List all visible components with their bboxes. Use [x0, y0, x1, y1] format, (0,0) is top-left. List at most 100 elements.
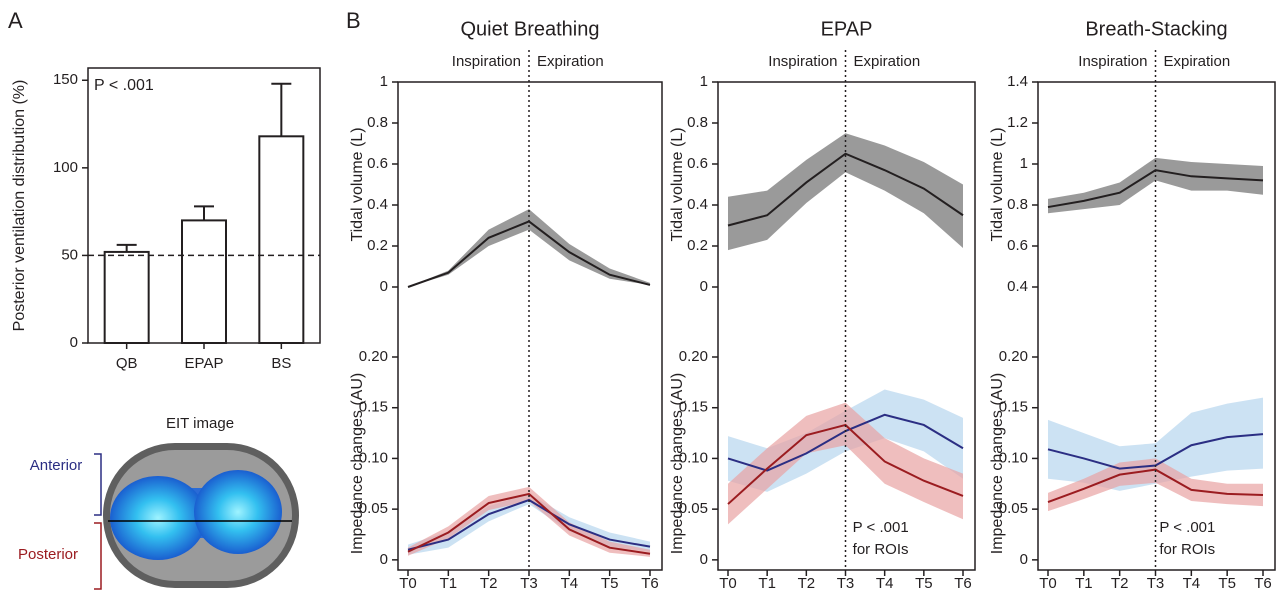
x-tick-label: T0: [399, 575, 417, 592]
phase-label: Expiration: [854, 53, 921, 70]
y-tick-label: 0.8: [687, 114, 708, 131]
panel-title: EPAP: [821, 18, 873, 40]
annotation: for ROIs: [853, 541, 909, 558]
y-axis-label: Tidal volume (L): [989, 127, 1006, 241]
panel-label: A: [8, 8, 23, 33]
y-tick-label: 0.05: [999, 500, 1028, 517]
panel-title: Breath-Stacking: [1085, 18, 1227, 40]
y-tick-label: 0.20: [359, 348, 388, 365]
y-tick-label: 0.6: [367, 155, 388, 172]
y-axis-label: Tidal volume (L): [349, 127, 366, 241]
lung-left: [110, 476, 206, 560]
y-tick-label: 0: [700, 278, 708, 295]
y-axis-label: Posterior ventilation distribution (%): [11, 80, 28, 332]
plot-frame: [1037, 81, 1276, 571]
x-tick-label: T4: [876, 575, 894, 592]
x-tick-label: T5: [915, 575, 933, 592]
y-tick-label: 0.8: [367, 114, 388, 131]
phase-label: Inspiration: [1078, 53, 1147, 70]
y-tick-label: 0.4: [367, 196, 388, 213]
y-tick-label: 0.15: [679, 399, 708, 416]
band: [1048, 458, 1263, 512]
eit-title: EIT image: [166, 415, 234, 432]
x-tick-label: BS: [271, 355, 291, 372]
y-tick-label: 0.4: [687, 196, 708, 213]
x-tick-label: T1: [440, 575, 458, 592]
y-tick-label: 0.20: [679, 348, 708, 365]
y-tick-label: 1.4: [1007, 73, 1028, 90]
anterior-label: Anterior: [30, 457, 83, 474]
x-tick-label: T1: [758, 575, 776, 592]
y-tick-label: 1: [700, 73, 708, 90]
y-tick-label: 0.05: [679, 500, 708, 517]
y-tick-label: 0.4: [1007, 278, 1028, 295]
x-tick-label: T0: [1039, 575, 1057, 592]
band: [1048, 157, 1263, 214]
y-tick-label: 150: [53, 71, 78, 88]
x-tick-label: T5: [601, 575, 619, 592]
y-tick-label: 0.2: [687, 237, 708, 254]
lung-right: [194, 470, 282, 554]
annotation: for ROIs: [1159, 541, 1215, 558]
x-tick-label: T3: [520, 575, 538, 592]
annotation: P < .001: [853, 519, 909, 536]
y-tick-label: 1: [380, 73, 388, 90]
y-tick-label: 0.10: [359, 449, 388, 466]
x-tick-label: T1: [1075, 575, 1093, 592]
y-tick-label: 0.6: [687, 155, 708, 172]
y-tick-label: 100: [53, 159, 78, 176]
bar: [258, 135, 305, 344]
band: [728, 133, 963, 251]
x-tick-label: T0: [719, 575, 737, 592]
line: [1047, 468, 1264, 503]
band: [1048, 397, 1263, 491]
y-tick-label: 0.6: [1007, 237, 1028, 254]
phase-label: Expiration: [537, 53, 604, 70]
x-tick-label: T6: [641, 575, 659, 592]
x-tick-label: T2: [480, 575, 498, 592]
y-tick-label: 1.2: [1007, 114, 1028, 131]
y-tick-label: 1: [1020, 155, 1028, 172]
x-tick-label: T6: [954, 575, 972, 592]
y-tick-label: 0: [380, 551, 388, 568]
y-tick-label: 0.15: [359, 399, 388, 416]
y-axis-label: Impedance changes (AU): [989, 373, 1006, 554]
eit-diagram: EIT image Anterior Posterior: [18, 415, 299, 590]
plot-frame: [717, 81, 976, 571]
line: [407, 492, 651, 555]
y-tick-label: 0.05: [359, 500, 388, 517]
x-tick-label: T4: [1183, 575, 1201, 592]
phase-label: Expiration: [1164, 53, 1231, 70]
y-tick-label: 0.15: [999, 399, 1028, 416]
panel-label: B: [346, 8, 361, 33]
x-tick-label: T3: [837, 575, 855, 592]
y-tick-label: 0.10: [679, 449, 708, 466]
x-tick-label: T5: [1218, 575, 1236, 592]
y-tick-label: 0.8: [1007, 196, 1028, 213]
posterior-bracket: [94, 522, 102, 590]
x-tick-label: QB: [116, 355, 138, 372]
x-tick-label: T2: [1111, 575, 1129, 592]
x-tick-label: T4: [561, 575, 579, 592]
x-tick-label: T2: [798, 575, 816, 592]
line: [727, 423, 964, 505]
phase-label: Inspiration: [452, 53, 521, 70]
y-tick-label: 0.10: [999, 449, 1028, 466]
x-tick-label: T3: [1147, 575, 1165, 592]
y-tick-label: 0.20: [999, 348, 1028, 365]
y-tick-label: 0: [70, 334, 78, 351]
y-tick-label: 0: [1020, 551, 1028, 568]
band: [728, 402, 963, 525]
bar: [103, 250, 150, 344]
y-tick-label: 0: [380, 278, 388, 295]
plot-frame: [397, 81, 663, 571]
x-tick-label: T6: [1254, 575, 1272, 592]
line: [727, 152, 964, 227]
posterior-label: Posterior: [18, 546, 78, 563]
band: [408, 493, 650, 555]
panel-title: Quiet Breathing: [461, 18, 600, 40]
y-axis-label: Tidal volume (L): [669, 127, 686, 241]
annotation: P < .001: [1159, 519, 1215, 536]
y-tick-label: 0: [700, 551, 708, 568]
